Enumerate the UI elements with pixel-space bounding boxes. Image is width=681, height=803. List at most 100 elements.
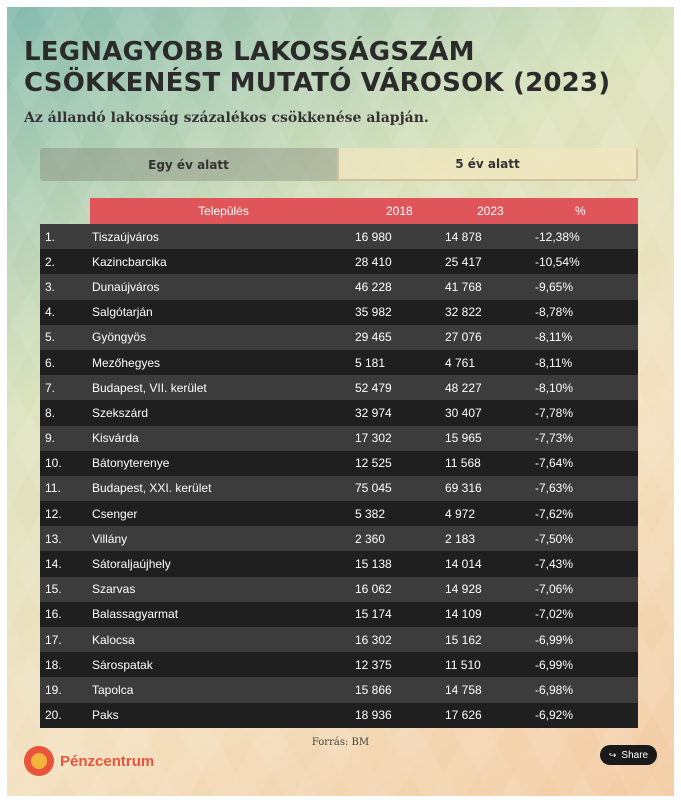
cell-rank: 14. bbox=[45, 557, 62, 572]
cell-rank: 18. bbox=[45, 657, 62, 672]
table-row: 16. Balassagyarmat 15 174 14 109 -7,02% bbox=[40, 601, 638, 627]
cell-pop-2023: 30 407 bbox=[445, 405, 482, 420]
cell-rank: 19. bbox=[45, 682, 62, 697]
tab-five-years[interactable]: 5 év alatt bbox=[337, 148, 638, 181]
table-row: 2. Kazincbarcika 28 410 25 417 -10,54% bbox=[40, 249, 638, 275]
logo[interactable]: Pénzcentrum bbox=[24, 746, 154, 776]
cell-pop-2023: 41 768 bbox=[445, 279, 482, 294]
cell-pop-2023: 2 183 bbox=[445, 531, 476, 546]
chart-container: LEGNAGYOBB LAKOSSÁGSZÁM CSÖKKENÉST MUTAT… bbox=[7, 7, 674, 796]
source-note: Forrás: BM bbox=[311, 737, 370, 748]
cell-settlement: Villány bbox=[92, 531, 128, 546]
data-table: Település 2018 2023 % 1. Tiszaújváros 16 9… bbox=[40, 198, 638, 728]
cell-pop-2018: 16 980 bbox=[355, 229, 392, 244]
cell-pop-2023: 14 878 bbox=[445, 229, 482, 244]
cell-percent: -7,62% bbox=[535, 506, 574, 521]
table-row: 8. Szekszárd 32 974 30 407 -7,78% bbox=[40, 400, 638, 426]
cell-percent: -7,06% bbox=[535, 582, 574, 597]
table-row: 10. Bátonyterenye 12 525 11 568 -7,64% bbox=[40, 450, 638, 476]
cell-rank: 1. bbox=[45, 229, 56, 244]
cell-pop-2018: 29 465 bbox=[355, 330, 392, 345]
cell-pop-2018: 5 181 bbox=[355, 355, 386, 370]
cell-pop-2023: 15 162 bbox=[445, 632, 482, 647]
cell-percent: -6,98% bbox=[535, 682, 574, 697]
cell-settlement: Kisvárda bbox=[92, 431, 139, 446]
table-row: 6. Mezőhegyes 5 181 4 761 -8,11% bbox=[40, 349, 638, 376]
cell-pop-2018: 28 410 bbox=[355, 254, 392, 269]
cell-settlement: Kalocsa bbox=[92, 632, 135, 647]
cell-pop-2023: 25 417 bbox=[445, 254, 482, 269]
cell-pop-2023: 27 076 bbox=[445, 330, 482, 345]
table-row: 14. Sátoraljaújhely 15 138 14 014 -7,43% bbox=[40, 551, 638, 577]
cell-pop-2018: 15 138 bbox=[355, 557, 392, 572]
cell-rank: 3. bbox=[45, 279, 56, 294]
tab-one-year[interactable]: Egy év alatt bbox=[40, 148, 337, 181]
cell-percent: -7,63% bbox=[535, 481, 574, 496]
cell-pop-2023: 11 568 bbox=[445, 456, 481, 471]
cell-pop-2018: 12 525 bbox=[355, 456, 392, 471]
cell-percent: -8,11% bbox=[535, 355, 573, 370]
cell-pop-2023: 14 109 bbox=[445, 607, 482, 622]
cell-pop-2023: 69 316 bbox=[445, 481, 482, 496]
cell-settlement: Salgótarján bbox=[92, 305, 153, 320]
logo-icon bbox=[24, 746, 54, 776]
cell-percent: -6,99% bbox=[535, 632, 574, 647]
table-row: 20. Paks 18 936 17 626 -6,92% bbox=[40, 702, 638, 728]
cell-pop-2018: 35 982 bbox=[355, 305, 392, 320]
cell-rank: 16. bbox=[45, 607, 62, 622]
cell-pop-2023: 15 965 bbox=[445, 431, 482, 446]
cell-pop-2023: 14 758 bbox=[445, 682, 482, 697]
cell-percent: -8,10% bbox=[535, 380, 574, 395]
cell-percent: -7,02% bbox=[535, 607, 574, 622]
header-2023: 2023 bbox=[445, 198, 535, 224]
cell-rank: 5. bbox=[45, 330, 56, 345]
table-row: 11. Budapest, XXI. kerület 75 045 69 316 -7,… bbox=[40, 475, 638, 502]
cell-pop-2018: 12 375 bbox=[355, 657, 392, 672]
table-row: 15. Szarvas 16 062 14 928 -7,06% bbox=[40, 576, 638, 602]
cell-settlement: Csenger bbox=[92, 506, 138, 521]
table-row: 4. Salgótarján 35 982 32 822 -8,78% bbox=[40, 299, 638, 325]
table-row: 19. Tapolca 15 866 14 758 -6,98% bbox=[40, 677, 638, 703]
cell-settlement: Sárospatak bbox=[92, 657, 153, 672]
cell-pop-2018: 16 062 bbox=[355, 582, 392, 597]
cell-settlement: Budapest, VII. kerület bbox=[92, 380, 207, 395]
cell-settlement: Kazincbarcika bbox=[92, 254, 167, 269]
logo-text: Pénzcentrum bbox=[60, 752, 155, 770]
cell-percent: -7,50% bbox=[535, 531, 574, 546]
share-icon: ↪ bbox=[608, 749, 617, 760]
share-button[interactable]: ↪ Share bbox=[600, 745, 657, 765]
cell-rank: 13. bbox=[45, 531, 62, 546]
cell-pop-2023: 11 510 bbox=[445, 657, 481, 672]
table-row: 17. Kalocsa 16 302 15 162 -6,99% bbox=[40, 627, 638, 653]
cell-rank: 7. bbox=[45, 380, 56, 395]
table-row: 1. Tiszaújváros 16 980 14 878 -12,38% bbox=[40, 224, 638, 250]
header-settlement: Település bbox=[90, 198, 355, 224]
cell-settlement: Budapest, XXI. kerület bbox=[92, 481, 212, 496]
table-body: 1. Tiszaújváros 16 980 14 878 -12,38% 2. Kazin… bbox=[40, 224, 638, 728]
cell-pop-2023: 32 822 bbox=[445, 305, 482, 320]
cell-percent: -8,11% bbox=[535, 330, 573, 345]
cell-percent: -8,78% bbox=[535, 305, 574, 320]
table-row: 18. Sárospatak 12 375 11 510 -6,99% bbox=[40, 652, 638, 678]
table-row: 12. Csenger 5 382 4 972 -7,62% bbox=[40, 501, 638, 527]
header-rank bbox=[40, 198, 90, 224]
cell-settlement: Sátoraljaújhely bbox=[92, 557, 171, 572]
cell-pop-2018: 17 302 bbox=[355, 431, 392, 446]
share-label: Share bbox=[621, 749, 649, 761]
chart-subtitle: Az állandó lakosság százalékos csökkenés… bbox=[24, 110, 429, 126]
cell-settlement: Tiszaújváros bbox=[92, 229, 159, 244]
tab-bar: Egy év alatt 5 év alatt bbox=[40, 148, 638, 181]
cell-settlement: Dunaújváros bbox=[92, 279, 160, 294]
cell-rank: 10. bbox=[45, 456, 62, 471]
cell-rank: 4. bbox=[45, 305, 56, 320]
cell-percent: -6,99% bbox=[535, 657, 574, 672]
cell-pop-2023: 4 972 bbox=[445, 506, 476, 521]
cell-percent: -12,38% bbox=[535, 229, 580, 244]
cell-settlement: Paks bbox=[92, 708, 119, 723]
table-row: 9. Kisvárda 17 302 15 965 -7,73% bbox=[40, 425, 638, 451]
cell-settlement: Bátonyterenye bbox=[92, 456, 170, 471]
cell-settlement: Gyöngyös bbox=[92, 330, 147, 345]
cell-pop-2018: 52 479 bbox=[355, 380, 392, 395]
cell-rank: 15. bbox=[45, 582, 62, 597]
cell-settlement: Balassagyarmat bbox=[92, 607, 179, 622]
